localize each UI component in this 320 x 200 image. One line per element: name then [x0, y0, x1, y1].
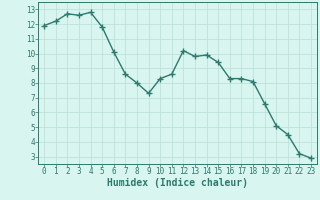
- X-axis label: Humidex (Indice chaleur): Humidex (Indice chaleur): [107, 178, 248, 188]
